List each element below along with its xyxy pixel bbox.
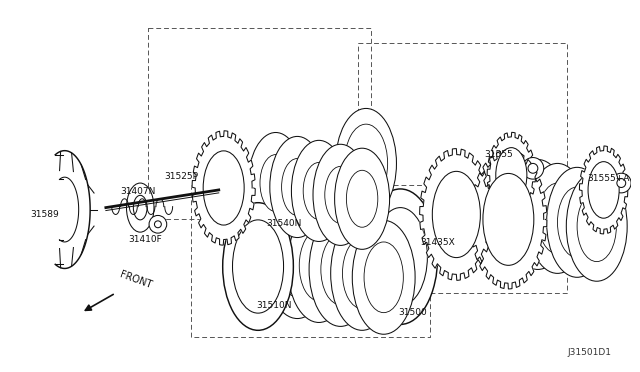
Ellipse shape: [496, 148, 527, 203]
Text: J31501D1: J31501D1: [568, 348, 611, 357]
Ellipse shape: [373, 208, 428, 306]
Ellipse shape: [335, 148, 390, 249]
Ellipse shape: [270, 137, 324, 238]
Ellipse shape: [203, 151, 244, 225]
Ellipse shape: [278, 226, 317, 297]
Text: 31555+A: 31555+A: [587, 174, 629, 183]
Ellipse shape: [223, 203, 293, 330]
Ellipse shape: [508, 160, 568, 269]
Ellipse shape: [149, 215, 167, 233]
Text: 31540N: 31540N: [266, 219, 301, 228]
Polygon shape: [470, 150, 547, 289]
Ellipse shape: [566, 171, 627, 281]
Ellipse shape: [611, 173, 631, 193]
Polygon shape: [192, 131, 255, 245]
Ellipse shape: [617, 179, 626, 187]
Ellipse shape: [232, 220, 284, 313]
Ellipse shape: [303, 163, 335, 219]
Ellipse shape: [300, 230, 339, 301]
Ellipse shape: [547, 167, 607, 277]
Text: 31589: 31589: [30, 210, 59, 219]
Ellipse shape: [248, 132, 303, 234]
Text: 31407N: 31407N: [120, 187, 156, 196]
Ellipse shape: [518, 179, 557, 250]
Ellipse shape: [577, 191, 616, 262]
Ellipse shape: [342, 238, 381, 309]
Text: 31435X: 31435X: [420, 238, 455, 247]
Ellipse shape: [588, 162, 619, 218]
Ellipse shape: [352, 220, 415, 334]
Ellipse shape: [282, 158, 313, 215]
Polygon shape: [420, 148, 493, 280]
Text: 31410F: 31410F: [129, 234, 162, 244]
Ellipse shape: [346, 170, 378, 227]
Ellipse shape: [557, 187, 596, 258]
Ellipse shape: [260, 155, 291, 212]
Ellipse shape: [522, 157, 544, 179]
Ellipse shape: [432, 171, 481, 257]
Ellipse shape: [133, 195, 147, 220]
Ellipse shape: [309, 212, 372, 326]
Ellipse shape: [538, 183, 577, 254]
Ellipse shape: [363, 189, 438, 324]
Ellipse shape: [287, 209, 350, 323]
Ellipse shape: [528, 163, 538, 173]
Ellipse shape: [291, 140, 346, 241]
Polygon shape: [579, 146, 628, 234]
Ellipse shape: [266, 205, 329, 318]
Polygon shape: [487, 132, 536, 218]
Ellipse shape: [321, 234, 360, 305]
Ellipse shape: [331, 217, 394, 330]
Ellipse shape: [527, 163, 588, 273]
Text: 31555: 31555: [484, 150, 513, 159]
Ellipse shape: [324, 166, 356, 223]
Ellipse shape: [483, 173, 534, 265]
Text: 31510N: 31510N: [256, 301, 292, 310]
Ellipse shape: [154, 221, 161, 228]
Text: 31525P: 31525P: [164, 172, 199, 181]
Ellipse shape: [335, 109, 396, 218]
Ellipse shape: [364, 242, 403, 312]
Ellipse shape: [344, 124, 388, 203]
Text: FRONT: FRONT: [118, 269, 154, 290]
Text: 31500: 31500: [399, 308, 427, 317]
Ellipse shape: [127, 183, 154, 232]
Ellipse shape: [313, 144, 368, 246]
